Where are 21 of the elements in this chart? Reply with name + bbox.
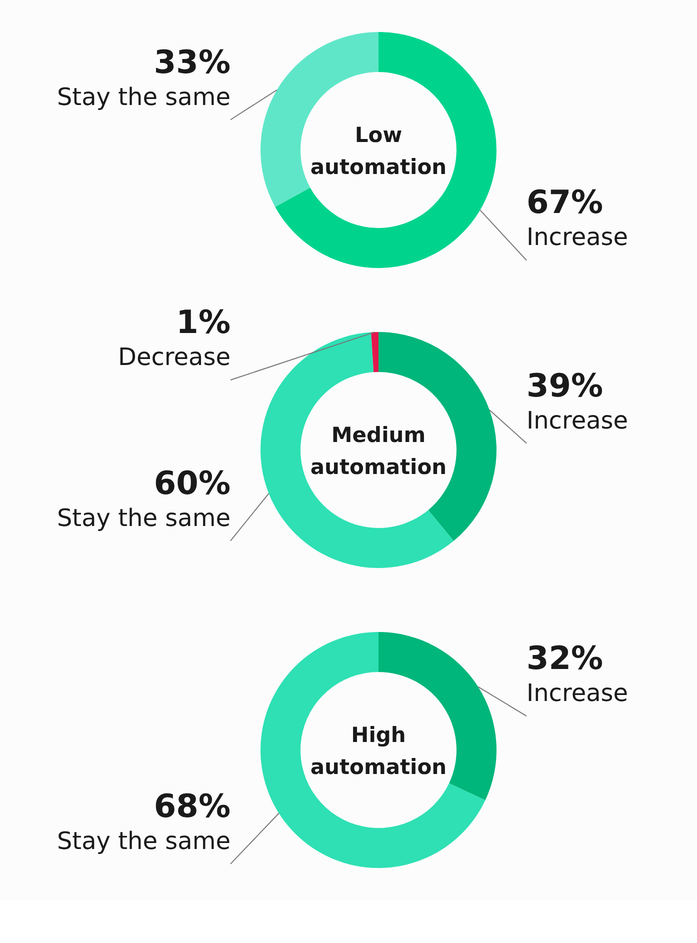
slice-label: Decrease	[118, 343, 230, 371]
slice-label: Stay the same	[56, 82, 230, 111]
slice-label: Increase	[526, 406, 628, 434]
data-label: 68%	[154, 786, 230, 825]
text: Medium automation	[310, 423, 447, 479]
donut-slice	[275, 32, 496, 268]
data-label: 33%	[154, 42, 230, 81]
data-label: 39%	[526, 366, 604, 404]
donut-slice	[260, 332, 454, 568]
slice-label: Stay the same	[56, 826, 230, 855]
slice-label: Increase	[526, 679, 628, 708]
data-label: 60%	[154, 464, 230, 502]
slice-label: Stay the same	[56, 504, 230, 532]
data-label: 32%	[526, 639, 604, 678]
donut-slice	[371, 332, 378, 372]
data-label: 67%	[526, 183, 604, 222]
donut-slice	[260, 632, 486, 868]
data-label: 1%	[176, 303, 230, 341]
text: High automation	[310, 723, 447, 779]
slice-label: Increase	[526, 223, 628, 252]
text: Low automation	[310, 123, 447, 179]
